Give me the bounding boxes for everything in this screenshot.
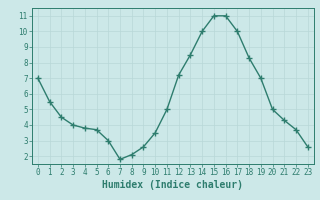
- X-axis label: Humidex (Indice chaleur): Humidex (Indice chaleur): [102, 180, 243, 190]
